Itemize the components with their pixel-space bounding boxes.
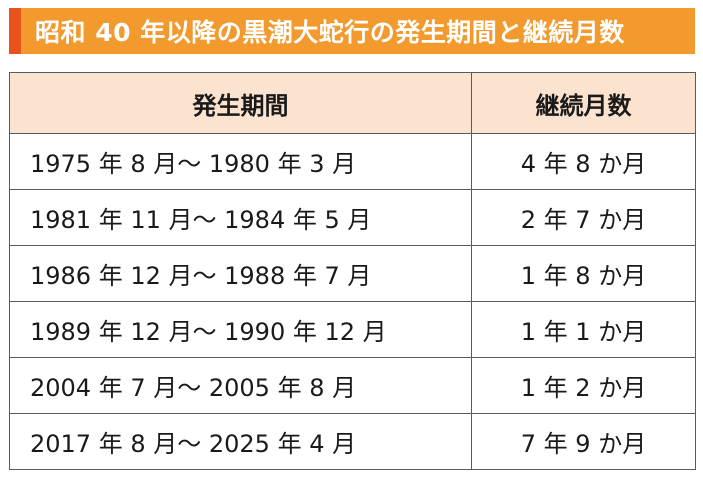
period-cell: 2017 年 8 月～ 2025 年 4 月 [9, 413, 472, 470]
data-table: 発生期間 継続月数 1975 年 8 月～ 1980 年 3 月 4 年 8 か… [9, 72, 696, 470]
kuroshio-meander-table: 発生期間 継続月数 1975 年 8 月～ 1980 年 3 月 4 年 8 か… [9, 72, 696, 470]
period-cell: 1986 年 12 月～ 1988 年 7 月 [9, 245, 472, 302]
title-banner: 昭和 40 年以降の黒潮大蛇行の発生期間と継続月数 [9, 8, 695, 54]
page-title: 昭和 40 年以降の黒潮大蛇行の発生期間と継続月数 [35, 18, 625, 47]
table-header-row: 発生期間 継続月数 [9, 72, 696, 134]
table-row: 1981 年 11 月～ 1984 年 5 月 2 年 7 か月 [9, 189, 696, 246]
duration-cell: 7 年 9 か月 [471, 413, 696, 470]
period-cell: 1989 年 12 月～ 1990 年 12 月 [9, 301, 472, 358]
table-row: 2004 年 7 月～ 2005 年 8 月 1 年 2 か月 [9, 357, 696, 414]
column-header-duration: 継続月数 [471, 72, 696, 134]
table-row: 1986 年 12 月～ 1988 年 7 月 1 年 8 か月 [9, 245, 696, 302]
table-row: 1975 年 8 月～ 1980 年 3 月 4 年 8 か月 [9, 133, 696, 190]
column-header-period: 発生期間 [9, 72, 472, 134]
table-row: 1989 年 12 月～ 1990 年 12 月 1 年 1 か月 [9, 301, 696, 358]
period-cell: 1981 年 11 月～ 1984 年 5 月 [9, 189, 472, 246]
duration-cell: 1 年 1 か月 [471, 301, 696, 358]
table-row: 2017 年 8 月～ 2025 年 4 月 7 年 9 か月 [9, 413, 696, 470]
duration-cell: 2 年 7 か月 [471, 189, 696, 246]
period-cell: 2004 年 7 月～ 2005 年 8 月 [9, 357, 472, 414]
duration-cell: 1 年 2 か月 [471, 357, 696, 414]
duration-cell: 1 年 8 か月 [471, 245, 696, 302]
duration-cell: 4 年 8 か月 [471, 133, 696, 190]
period-cell: 1975 年 8 月～ 1980 年 3 月 [9, 133, 472, 190]
